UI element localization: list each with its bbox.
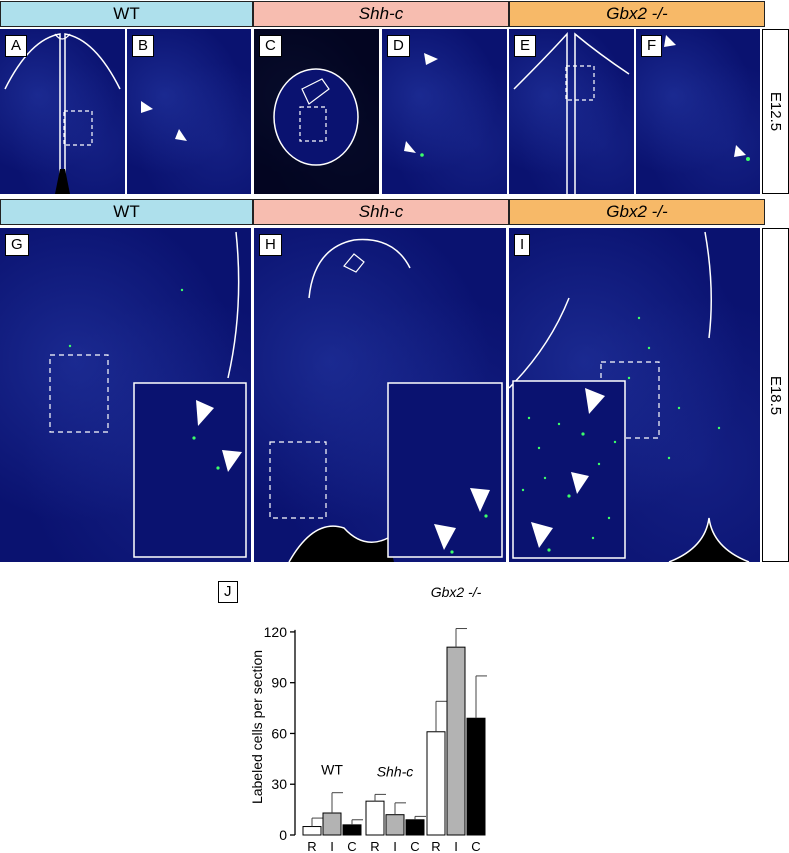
x-tick-label: I bbox=[330, 839, 334, 853]
x-tick-label: C bbox=[410, 839, 419, 853]
header-gbx2-bottom: Gbx2 -/- bbox=[509, 199, 765, 225]
bar bbox=[405, 819, 425, 836]
stage-text-e12: E12.5 bbox=[767, 91, 785, 132]
panel-label-h: H bbox=[259, 234, 282, 256]
group-label: Gbx2 -/- bbox=[431, 584, 482, 600]
panel-label-j: J bbox=[218, 581, 238, 603]
panel-label-b: B bbox=[132, 35, 155, 57]
panel-h: H bbox=[254, 228, 506, 562]
panel-label-e: E bbox=[514, 35, 537, 57]
bar bbox=[342, 824, 362, 836]
panel-label-g: G bbox=[5, 234, 29, 256]
header-gbx2-top: Gbx2 -/- bbox=[509, 1, 765, 27]
y-tick-label: 60 bbox=[271, 725, 287, 741]
panel-e: E bbox=[509, 29, 634, 194]
panel-label-d: D bbox=[387, 35, 410, 57]
bar bbox=[385, 814, 405, 836]
y-axis-label: Labeled cells per section bbox=[249, 650, 265, 804]
panel-i: I bbox=[509, 228, 760, 562]
group-label: Shh-c bbox=[377, 763, 414, 779]
bar bbox=[322, 812, 342, 836]
header-shh-top: Shh-c bbox=[253, 1, 509, 27]
panel-b: B bbox=[127, 29, 251, 194]
x-tick-label: R bbox=[307, 839, 316, 853]
panel-label-c: C bbox=[259, 35, 282, 57]
x-tick-label: C bbox=[347, 839, 356, 853]
bar bbox=[302, 826, 322, 836]
bar bbox=[426, 731, 446, 836]
panel-d: D bbox=[382, 29, 507, 194]
bar bbox=[365, 800, 385, 836]
panel-label-f: F bbox=[641, 35, 663, 57]
bar bbox=[446, 646, 466, 836]
group-label: WT bbox=[321, 762, 343, 778]
stage-label-e18: E18.5 bbox=[762, 228, 789, 562]
panel-c: C bbox=[254, 29, 379, 194]
x-tick-label: I bbox=[454, 839, 458, 853]
y-tick-label: 90 bbox=[271, 675, 287, 691]
header-shh-bottom: Shh-c bbox=[253, 199, 509, 225]
stage-text-e18: E18.5 bbox=[767, 375, 785, 415]
x-tick-label: R bbox=[431, 839, 440, 853]
y-tick-label: 30 bbox=[271, 776, 287, 792]
x-tick-label: C bbox=[471, 839, 480, 853]
panel-f: F bbox=[636, 29, 760, 194]
panel-a: A bbox=[0, 29, 125, 194]
header-wt-top: WT bbox=[0, 1, 253, 27]
stage-label-e12: E12.5 bbox=[762, 29, 789, 194]
bar bbox=[466, 717, 486, 836]
panel-g: G bbox=[0, 228, 251, 562]
x-tick-label: I bbox=[393, 839, 397, 853]
panel-label-a: A bbox=[5, 35, 28, 57]
panel-label-i: I bbox=[514, 234, 531, 256]
x-tick-label: R bbox=[370, 839, 379, 853]
header-wt-bottom: WT bbox=[0, 199, 253, 225]
y-tick-label: 0 bbox=[279, 827, 287, 843]
y-tick-label: 120 bbox=[264, 624, 288, 640]
